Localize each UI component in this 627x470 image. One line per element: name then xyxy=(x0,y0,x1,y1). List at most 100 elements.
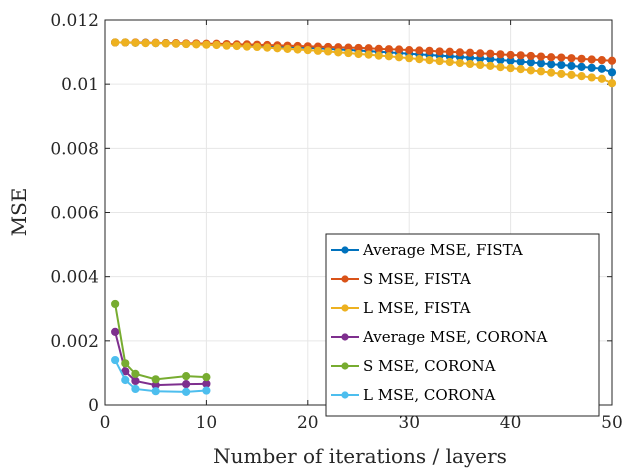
data-point xyxy=(141,39,150,48)
data-point xyxy=(476,49,485,58)
y-axis-label: MSE xyxy=(7,188,31,237)
data-point xyxy=(445,47,454,56)
legend-swatch-marker xyxy=(341,391,349,399)
x-tick-label: 30 xyxy=(398,413,420,433)
y-tick-label: 0.006 xyxy=(50,204,99,224)
legend-label: L MSE, CORONA xyxy=(363,386,495,404)
data-point xyxy=(384,45,394,54)
data-point xyxy=(415,55,424,64)
data-point xyxy=(445,57,454,67)
series-layer xyxy=(111,38,617,396)
data-point xyxy=(486,61,495,70)
data-point xyxy=(506,50,515,60)
legend-item: L MSE, FISTA xyxy=(331,299,471,317)
data-point xyxy=(192,40,201,49)
data-point xyxy=(577,62,586,71)
data-point xyxy=(171,39,181,48)
data-point xyxy=(111,299,120,309)
data-point xyxy=(334,48,343,57)
data-point xyxy=(394,53,404,62)
legend-item: L MSE, CORONA xyxy=(331,386,495,404)
data-point xyxy=(121,359,130,368)
y-tick-label: 0.004 xyxy=(50,268,99,288)
legend-item: S MSE, CORONA xyxy=(331,357,496,375)
data-point xyxy=(182,380,191,389)
data-point xyxy=(435,47,444,56)
data-point xyxy=(435,56,444,66)
axis-ticks: 0 10 20 30 40 50 0 0.002 0.004 0.006 0.008 0.01 0.01… xyxy=(50,11,622,433)
data-point xyxy=(121,38,130,47)
data-point xyxy=(587,73,596,82)
data-point xyxy=(344,48,353,58)
data-point xyxy=(151,39,160,48)
data-point xyxy=(496,63,505,72)
data-point xyxy=(202,379,211,388)
legend-swatch-marker xyxy=(341,304,349,312)
data-point xyxy=(607,56,617,65)
data-point xyxy=(536,52,546,61)
x-tick-label: 10 xyxy=(196,413,218,433)
data-point xyxy=(131,369,140,378)
data-point xyxy=(394,45,404,54)
legend-label: S MSE, FISTA xyxy=(363,270,471,288)
data-point xyxy=(151,387,160,396)
data-point xyxy=(536,59,546,68)
data-point xyxy=(405,46,414,55)
data-point xyxy=(303,46,312,55)
data-point xyxy=(111,327,120,336)
legend-label: Average MSE, FISTA xyxy=(362,241,523,259)
series-l-mse-fista xyxy=(111,38,617,88)
data-point xyxy=(567,61,576,70)
data-point xyxy=(405,54,414,63)
data-point xyxy=(577,54,586,63)
data-point xyxy=(476,60,485,70)
data-point xyxy=(202,40,211,49)
data-point xyxy=(465,59,475,69)
data-point xyxy=(547,60,556,69)
data-point xyxy=(607,68,617,77)
data-point xyxy=(222,41,231,50)
data-point xyxy=(212,40,221,50)
data-point xyxy=(526,51,535,61)
data-point xyxy=(121,375,130,385)
data-point xyxy=(374,51,383,60)
x-tick-label: 50 xyxy=(601,413,623,433)
legend-label: L MSE, FISTA xyxy=(363,299,471,317)
y-tick-label: 0.012 xyxy=(50,11,99,31)
data-point xyxy=(425,56,434,65)
data-point xyxy=(111,38,120,47)
data-point xyxy=(182,372,191,381)
data-point xyxy=(547,53,556,62)
y-tick-label: 0.01 xyxy=(61,75,99,95)
data-point xyxy=(293,45,302,54)
x-tick-label: 20 xyxy=(297,413,319,433)
data-point xyxy=(202,386,211,395)
data-point xyxy=(131,38,140,47)
x-axis-label: Number of iterations / layers xyxy=(213,444,507,468)
data-point xyxy=(263,43,272,52)
data-point xyxy=(516,64,525,74)
data-point xyxy=(151,375,160,384)
data-point xyxy=(182,387,191,396)
data-point xyxy=(232,41,241,51)
legend-swatch-marker xyxy=(341,275,349,283)
data-point xyxy=(131,376,140,386)
x-tick-label: 0 xyxy=(100,413,111,433)
data-point xyxy=(384,52,394,61)
data-point xyxy=(364,50,373,59)
data-point xyxy=(273,44,282,53)
legend-label: Average MSE, CORONA xyxy=(362,328,548,346)
data-point xyxy=(597,74,606,83)
legend-item: Average MSE, CORONA xyxy=(331,328,548,346)
y-tick-label: 0.002 xyxy=(50,332,99,352)
data-point xyxy=(516,51,525,60)
legend-item: S MSE, FISTA xyxy=(331,270,471,288)
y-tick-label: 0 xyxy=(88,396,99,416)
data-point xyxy=(253,42,262,52)
data-point xyxy=(496,50,505,59)
data-point xyxy=(557,53,566,62)
data-point xyxy=(242,42,252,51)
grid-lines xyxy=(104,19,613,406)
series-s-mse-corona xyxy=(111,299,211,384)
